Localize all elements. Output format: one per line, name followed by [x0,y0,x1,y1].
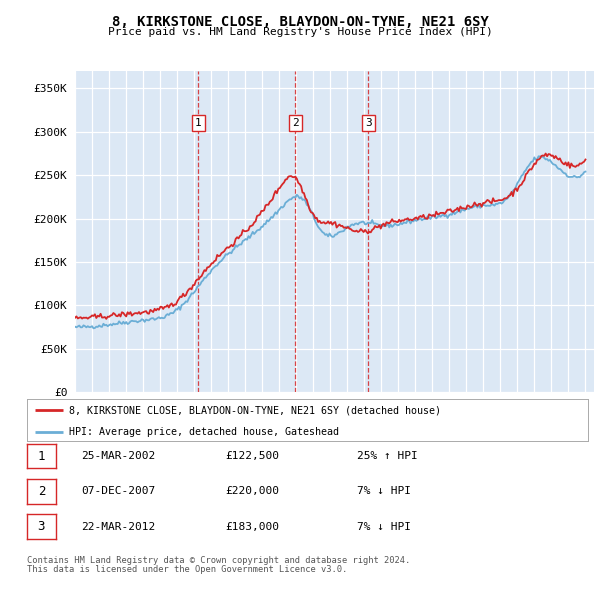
Text: 1: 1 [194,118,202,128]
Text: This data is licensed under the Open Government Licence v3.0.: This data is licensed under the Open Gov… [27,565,347,574]
Text: 7% ↓ HPI: 7% ↓ HPI [357,522,411,532]
Text: Price paid vs. HM Land Registry's House Price Index (HPI): Price paid vs. HM Land Registry's House … [107,27,493,37]
Text: Contains HM Land Registry data © Crown copyright and database right 2024.: Contains HM Land Registry data © Crown c… [27,556,410,565]
Text: £183,000: £183,000 [225,522,279,532]
Text: 8, KIRKSTONE CLOSE, BLAYDON-ON-TYNE, NE21 6SY (detached house): 8, KIRKSTONE CLOSE, BLAYDON-ON-TYNE, NE2… [69,405,441,415]
Text: £122,500: £122,500 [225,451,279,461]
Text: 8, KIRKSTONE CLOSE, BLAYDON-ON-TYNE, NE21 6SY: 8, KIRKSTONE CLOSE, BLAYDON-ON-TYNE, NE2… [112,15,488,29]
Text: 25-MAR-2002: 25-MAR-2002 [81,451,155,461]
Text: 25% ↑ HPI: 25% ↑ HPI [357,451,418,461]
Text: 3: 3 [38,520,45,533]
Text: 7% ↓ HPI: 7% ↓ HPI [357,487,411,496]
Text: 2: 2 [38,485,45,498]
Text: 22-MAR-2012: 22-MAR-2012 [81,522,155,532]
Text: HPI: Average price, detached house, Gateshead: HPI: Average price, detached house, Gate… [69,427,339,437]
Text: £220,000: £220,000 [225,487,279,496]
Text: 2: 2 [292,118,298,128]
Text: 07-DEC-2007: 07-DEC-2007 [81,487,155,496]
Text: 1: 1 [38,450,45,463]
Text: 3: 3 [365,118,371,128]
